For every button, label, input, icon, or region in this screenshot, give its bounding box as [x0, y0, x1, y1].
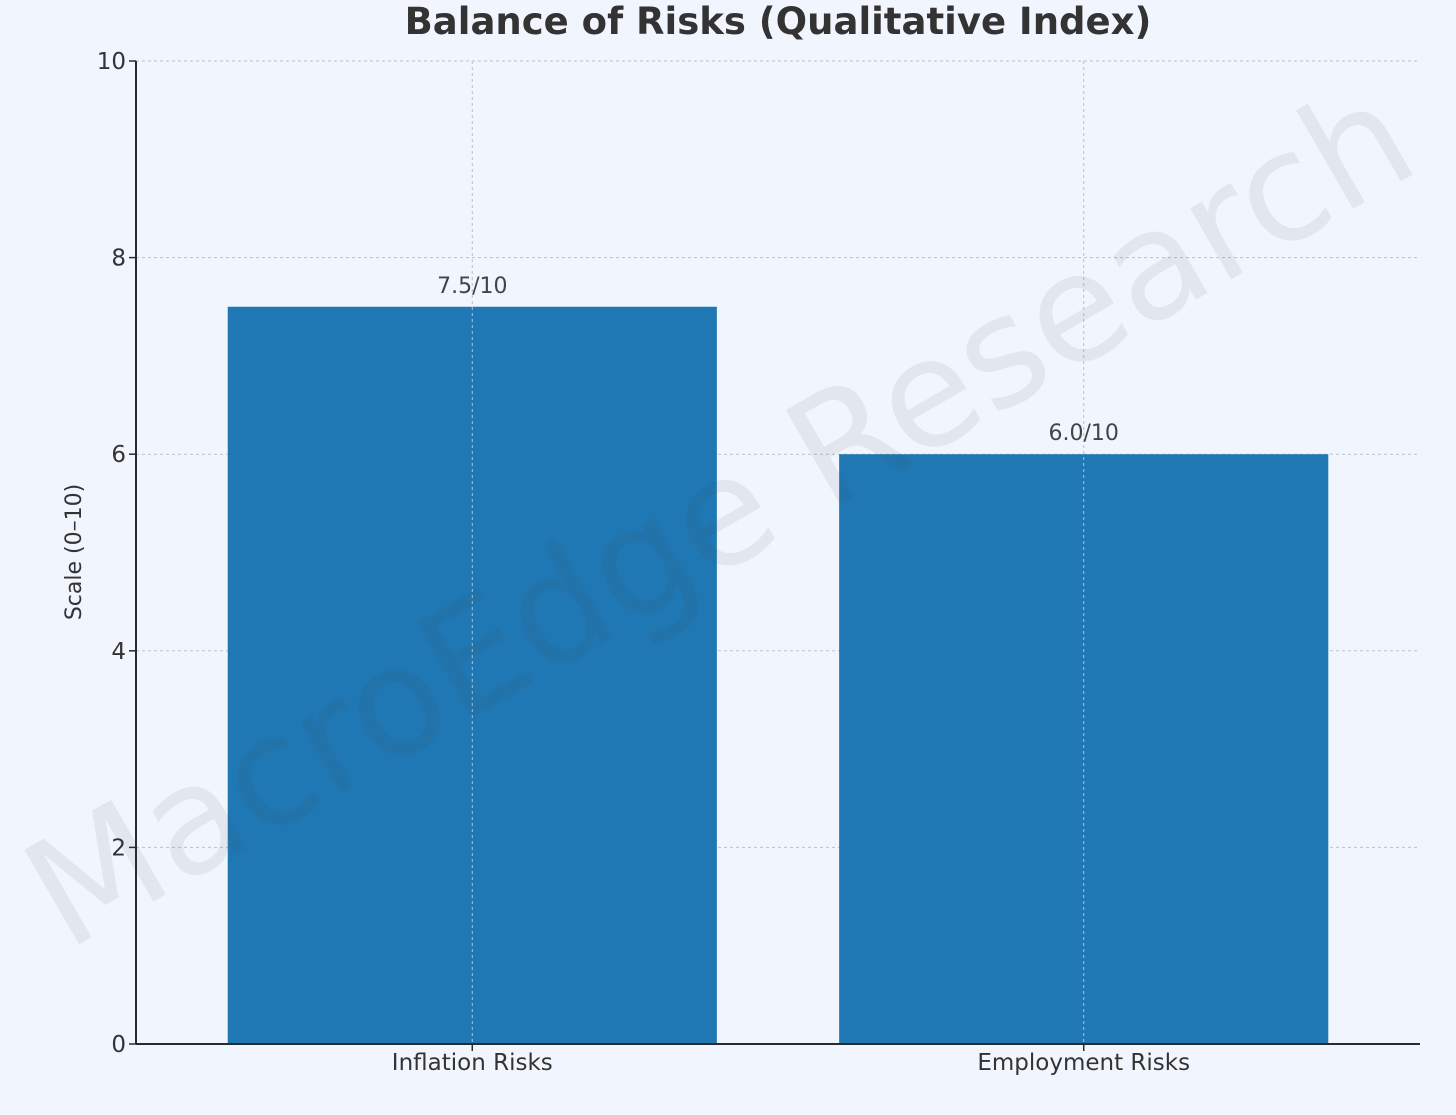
vertical-grid: [471, 61, 1085, 1044]
y-tick-label: 8: [111, 246, 126, 272]
x-tick-label: Employment Risks: [977, 1050, 1190, 1076]
y-tick-label: 4: [111, 639, 126, 665]
y-tick-label: 2: [111, 835, 126, 861]
y-axis-ticks: 0 2 4 6 8 10: [97, 49, 136, 1058]
data-labels: 7.5/10 6.0/10: [437, 274, 1119, 446]
bar-value-label: 6.0/10: [1049, 421, 1119, 446]
axes: [135, 61, 1420, 1045]
y-tick-label: 10: [97, 49, 126, 75]
y-axis-label: Scale (0–10): [62, 484, 87, 620]
x-tick-label: Inflation Risks: [392, 1050, 553, 1076]
y-tick-label: 0: [111, 1032, 126, 1058]
chart-title: Balance of Risks (Qualitative Index): [405, 0, 1152, 43]
bar-value-label: 7.5/10: [437, 274, 507, 299]
y-tick-label: 6: [111, 442, 126, 468]
x-axis-ticks: Inflation Risks Employment Risks: [392, 1044, 1190, 1076]
